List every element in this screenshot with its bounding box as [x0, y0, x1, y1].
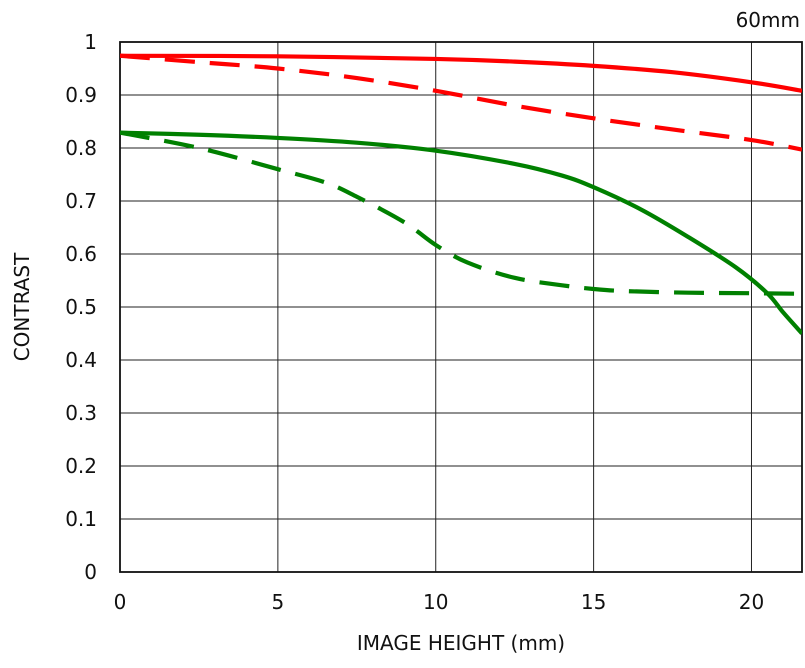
- red-solid-series-line: [120, 53, 802, 93]
- y-tick-label: 0.1: [65, 507, 97, 531]
- plot-frame: [119, 41, 803, 573]
- x-tick-label: 15: [581, 590, 606, 614]
- y-tick-label: 1: [84, 30, 97, 54]
- green-dashed-series-line: [120, 130, 802, 296]
- y-tick-label: 0.3: [65, 401, 97, 425]
- x-tick-label: 0: [114, 590, 127, 614]
- x-axis-ticks: 0 5 10 15 20: [114, 590, 765, 614]
- y-tick-label: 0.5: [65, 295, 97, 319]
- y-tick-label: 0.6: [65, 242, 97, 266]
- y-tick-label: 0.9: [65, 83, 97, 107]
- y-tick-label: 0.8: [65, 136, 97, 160]
- y-axis-title: CONTRAST: [10, 252, 34, 361]
- y-tick-label: 0: [84, 560, 97, 584]
- red-dashed-series-line: [120, 53, 802, 152]
- x-tick-label: 20: [739, 590, 764, 614]
- y-tick-label: 0.2: [65, 454, 97, 478]
- x-axis-title: IMAGE HEIGHT (mm): [357, 631, 565, 655]
- green-solid-series-line: [120, 130, 802, 335]
- chart-subtitle: 60mm: [736, 8, 800, 32]
- y-tick-label: 0.7: [65, 189, 97, 213]
- grid: [120, 42, 802, 572]
- y-axis-ticks: 0 0.1 0.2 0.3 0.4 0.5 0.6 0.7 0.8 0.9 1: [65, 30, 97, 584]
- x-tick-label: 10: [423, 590, 448, 614]
- y-tick-label: 0.4: [65, 348, 97, 372]
- x-tick-label: 5: [272, 590, 285, 614]
- series-group: [120, 53, 802, 335]
